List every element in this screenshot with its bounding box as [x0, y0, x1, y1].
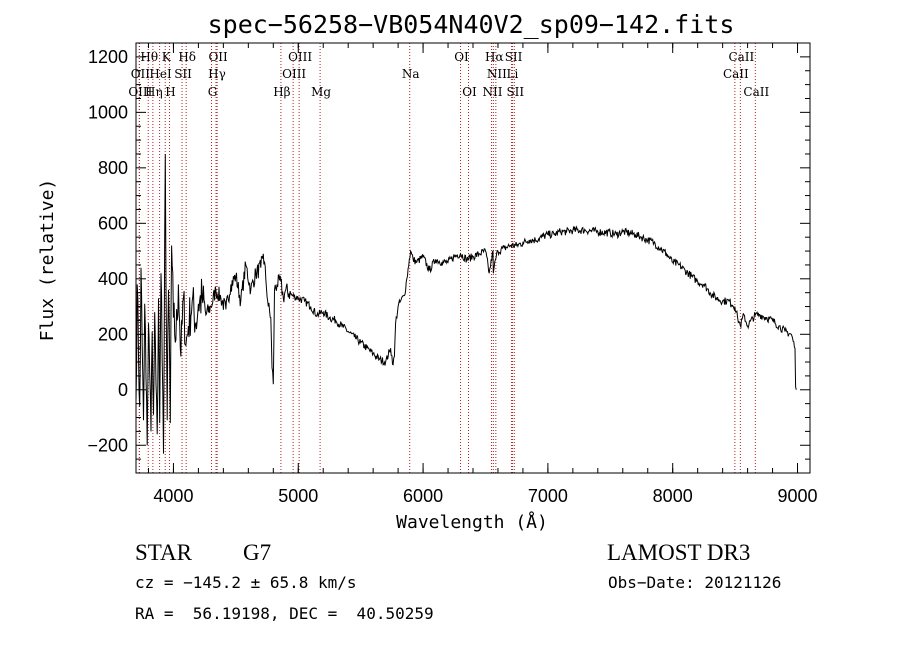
spectral-line-label: Hα [485, 50, 504, 64]
spectral-line-label: Hδ [178, 50, 196, 64]
x-tick-label: 6000 [403, 486, 443, 506]
y-axis: −200 0 200 400 600 800 1000 1200 [87, 42, 810, 460]
spectral-line-label: OII [208, 50, 228, 64]
spectral-line-label: HeI [149, 67, 172, 81]
spectral-line-label: SII [505, 50, 523, 64]
spectral-line-label: Hγ [208, 67, 226, 81]
spectral-line-label: OII [131, 67, 151, 81]
plot-frame [135, 42, 811, 474]
spectral-line-label: NII [482, 85, 502, 99]
spectral-line-label: Hη [145, 85, 163, 99]
survey-name: LAMOST DR3 [607, 540, 750, 565]
chart-title: spec−56258−VB054N40V2_sp09−142.fits [208, 10, 735, 39]
spectral-line-label: CaII [728, 50, 754, 64]
spectral-line-label: OIII [128, 85, 152, 99]
spectral-lines [138, 43, 756, 473]
spectral-line-label: OI [454, 50, 469, 64]
y-tick-label: 0 [118, 380, 128, 400]
y-tick-label: 200 [98, 324, 128, 344]
redshift-cz: cz = −145.2 ± 65.8 km/s [135, 573, 357, 592]
spectral-line-label: G [208, 85, 218, 99]
spectral-line-label: NII [487, 67, 507, 81]
spectral-line-label: Na [402, 67, 420, 81]
x-tick-label: 8000 [653, 486, 693, 506]
y-tick-label: 400 [98, 269, 128, 289]
y-axis-label: Flux (relative) [37, 179, 58, 342]
spectral-line-label: OIII [282, 67, 306, 81]
y-tick-label: 1000 [88, 102, 128, 122]
spectral-line-label: Li [507, 67, 519, 81]
spectral-line-label: Hβ [273, 85, 290, 99]
object-subclass: G7 [243, 540, 271, 565]
x-axis-label: Wavelength (Å) [396, 511, 548, 533]
x-tick-label: 9000 [777, 486, 817, 506]
spectral-line-label: SII [174, 67, 192, 81]
object-type: STAR [135, 540, 193, 565]
spectral-line-label: OI [462, 85, 477, 99]
spectral-line-label: SII [506, 85, 524, 99]
x-tick-label: 7000 [528, 486, 568, 506]
spectrum-series [135, 153, 797, 454]
spectral-line-label: H [165, 85, 175, 99]
y-tick-label: 600 [98, 213, 128, 233]
spectral-line-label: Hθ [140, 50, 158, 64]
spectral-line-label: Mg [311, 85, 331, 99]
y-tick-label: 800 [98, 158, 128, 178]
ra-dec: RA = 56.19198, DEC = 40.50259 [135, 604, 434, 623]
y-tick-label: 1200 [88, 47, 128, 67]
observation-date: Obs−Date: 20121126 [608, 573, 781, 592]
x-tick-label: 5000 [278, 486, 318, 506]
spectral-line-label: K [162, 50, 172, 64]
spectral-line-label: CaII [723, 67, 749, 81]
spectral-line-label: OIII [288, 50, 312, 64]
x-tick-label: 4000 [153, 486, 193, 506]
y-tick-label: −200 [87, 435, 128, 455]
spectral-line-label: CaII [743, 85, 769, 99]
x-axis: 4000 5000 6000 7000 8000 9000 [147, 43, 818, 506]
